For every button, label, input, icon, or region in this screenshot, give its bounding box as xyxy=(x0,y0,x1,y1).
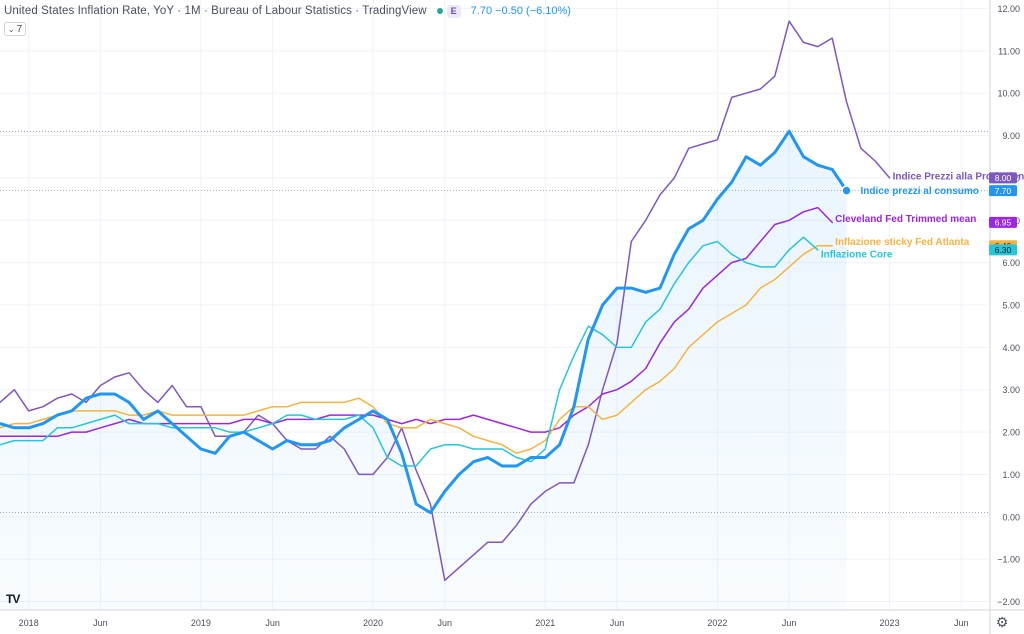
cpi-area xyxy=(0,131,847,611)
indicator-collapse-button[interactable]: ⌄ 7 xyxy=(4,22,26,36)
chart-header: United States Inflation Rate, YoY · 1M ·… xyxy=(4,3,571,19)
last-value-text-indice-prezzi-alla-produzione: 8.00 xyxy=(995,173,1012,183)
y-tick-label: 2.00 xyxy=(1002,428,1020,438)
x-tick-label: Jun xyxy=(954,618,969,628)
chevron-down-icon: ⌄ xyxy=(7,24,15,34)
x-tick-label: Jun xyxy=(438,618,453,628)
quote-value: 7.70 −0.50 (−6.10%) xyxy=(470,5,571,17)
last-value-badge-cleveland-fed-trimmed-mean xyxy=(989,216,1017,228)
y-tick-label: 11.00 xyxy=(998,46,1020,56)
series-label-inflazione-sticky-fed-atlanta: Inflazione sticky Fed Atlanta xyxy=(835,237,970,248)
y-tick-label: 4.00 xyxy=(1002,343,1020,353)
y-tick-label: 10.00 xyxy=(997,89,1020,99)
y-tick-label: 9.00 xyxy=(1002,131,1020,141)
x-tick-label: 2020 xyxy=(363,618,383,628)
y-tick-label: −1.00 xyxy=(997,555,1020,565)
series-line-indice-prezzi-al-consumo[interactable] xyxy=(0,129,848,515)
x-tick-label: 2021 xyxy=(535,618,555,628)
last-value-text-indice-prezzi-al-consumo: 7.70 xyxy=(995,186,1012,196)
series-line-indice-prezzi-alla-produzione[interactable] xyxy=(0,20,891,582)
series-label-indice-prezzi-al-consumo: Indice prezzi al consumo xyxy=(861,186,979,197)
cpi-area-fill xyxy=(0,131,847,611)
earnings-badge[interactable]: E xyxy=(446,4,461,18)
last-value-badge-indice-prezzi-alla-produzione xyxy=(989,172,1017,184)
status-dot-icon xyxy=(436,8,443,14)
y-tick-label: 5.00 xyxy=(1002,301,1020,311)
last-value-badge-indice-prezzi-al-consumo xyxy=(989,185,1017,197)
x-tick-label: Jun xyxy=(93,618,108,628)
x-tick-label: 2019 xyxy=(191,618,211,628)
chart-title: United States Inflation Rate, YoY · 1M ·… xyxy=(4,5,427,17)
tradingview-logo: TV xyxy=(6,592,20,606)
symbol-badge[interactable]: E xyxy=(436,4,461,18)
gear-icon[interactable]: ⚙ xyxy=(995,614,1009,630)
last-value-badge-inflazione-core xyxy=(989,244,1017,256)
y-tick-label: −2.00 xyxy=(997,597,1020,607)
y-tick-label: 6.00 xyxy=(1002,258,1020,268)
series-label-cleveland-fed-trimmed-mean: Cleveland Fed Trimmed mean xyxy=(835,214,976,225)
x-tick-label: Jun xyxy=(265,618,280,628)
series-label-indice-prezzi-alla-produzione: Indice Prezzi alla Produzione xyxy=(893,171,1024,182)
x-tick-label: Jun xyxy=(782,618,797,628)
series-line-cleveland-fed-trimmed-mean[interactable] xyxy=(0,206,833,438)
series-lines xyxy=(0,20,891,582)
cpi-last-point[interactable] xyxy=(841,185,852,196)
y-tick-label: 1.00 xyxy=(1002,470,1020,480)
x-tick-label: Jun xyxy=(610,618,625,628)
indicator-count: 7 xyxy=(16,23,23,35)
last-value-text-cleveland-fed-trimmed-mean: 6.95 xyxy=(995,218,1012,228)
last-value-text-inflazione-core: 6.30 xyxy=(995,245,1012,255)
y-tick-label: 0.00 xyxy=(1002,512,1020,522)
x-tick-label: 2018 xyxy=(19,618,39,628)
y-tick-label: 3.00 xyxy=(1002,385,1020,395)
y-tick-label: 12.00 xyxy=(997,4,1020,14)
series-line-inflazione-core[interactable] xyxy=(0,236,819,467)
series-label-inflazione-core: Inflazione Core xyxy=(821,249,893,260)
x-tick-label: 2023 xyxy=(880,618,900,628)
x-tick-label: 2022 xyxy=(707,618,727,628)
